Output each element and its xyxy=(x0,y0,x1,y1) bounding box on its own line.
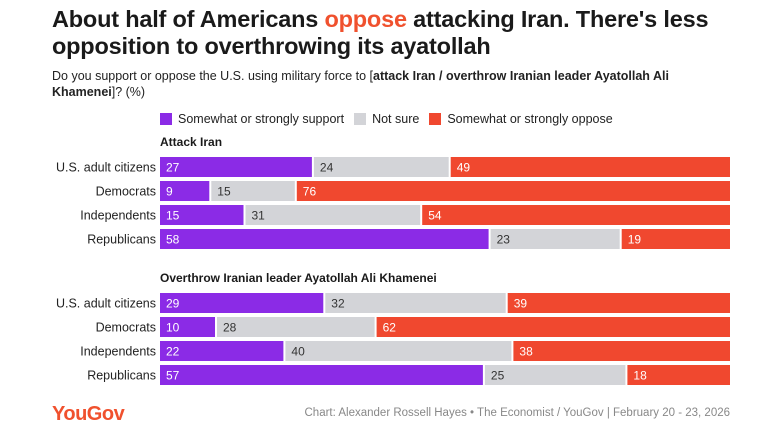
data-label-oppose-u-s-adult-citizens: 39 xyxy=(514,297,528,311)
bar-not-sure-independents xyxy=(245,205,421,225)
data-label-support-u-s-adult-citizens: 27 xyxy=(166,161,180,175)
legend-item-support: Somewhat or strongly support xyxy=(160,112,344,126)
data-label-not-sure-democrats: 28 xyxy=(223,321,237,335)
stacked-bar-chart: Attack Iran U.S. adult citizens 27 24 49 Demo… xyxy=(56,135,730,385)
data-label-support-republicans: 58 xyxy=(166,233,180,247)
bar-support-u-s-adult-citizens xyxy=(160,157,312,177)
bar-not-sure-independents xyxy=(285,341,512,361)
legend-label-not-sure: Not sure xyxy=(372,112,420,126)
data-label-not-sure-republicans: 23 xyxy=(497,233,511,247)
panel-title-2: Overthrow Iranian leader Ayatollah Ali K… xyxy=(160,271,437,285)
data-label-not-sure-independents: 40 xyxy=(291,345,305,359)
data-label-oppose-independents: 38 xyxy=(519,345,533,359)
subtitle-part-2: ]? (%) xyxy=(111,85,146,99)
data-label-support-u-s-adult-citizens: 29 xyxy=(166,297,180,311)
data-label-oppose-u-s-adult-citizens: 49 xyxy=(457,161,471,175)
bar-support-republicans xyxy=(160,365,483,385)
data-label-support-independents: 22 xyxy=(166,345,180,359)
bar-not-sure-democrats xyxy=(217,317,375,337)
bar-not-sure-republicans xyxy=(490,229,620,249)
bar-not-sure-republicans xyxy=(484,365,626,385)
bar-support-democrats xyxy=(160,317,215,337)
panel-title-1: Attack Iran xyxy=(160,135,222,149)
legend-swatch-oppose xyxy=(429,113,442,125)
data-label-not-sure-independents: 31 xyxy=(252,209,266,223)
legend-label-support: Somewhat or strongly support xyxy=(178,112,345,126)
legend-label-oppose: Somewhat or strongly oppose xyxy=(447,112,613,126)
subtitle-part-1: Do you support or oppose the U.S. using … xyxy=(52,69,373,83)
category-label-u-s-adult-citizens: U.S. adult citizens xyxy=(56,161,156,175)
data-label-oppose-independents: 54 xyxy=(428,209,442,223)
bar-oppose-democrats xyxy=(296,181,730,201)
bar-oppose-independents xyxy=(513,341,730,361)
bar-not-sure-u-s-adult-citizens xyxy=(325,293,506,313)
data-label-oppose-democrats: 76 xyxy=(303,185,317,199)
legend-item-oppose: Somewhat or strongly oppose xyxy=(429,112,613,126)
bar-oppose-u-s-adult-citizens xyxy=(507,293,730,313)
chart-legend: Somewhat or strongly support Not sure So… xyxy=(160,111,623,127)
title-part-1: About half of Americans xyxy=(52,6,325,32)
data-label-not-sure-democrats: 15 xyxy=(217,185,231,199)
bar-oppose-independents xyxy=(422,205,730,225)
data-label-support-democrats: 9 xyxy=(166,185,173,199)
bar-support-democrats xyxy=(160,181,210,201)
bar-support-independents xyxy=(160,205,244,225)
bar-support-republicans xyxy=(160,229,489,249)
data-label-not-sure-u-s-adult-citizens: 24 xyxy=(320,161,334,175)
data-label-support-independents: 15 xyxy=(166,209,180,223)
bar-support-u-s-adult-citizens xyxy=(160,293,324,313)
bar-oppose-republicans xyxy=(627,365,730,385)
data-label-support-democrats: 10 xyxy=(166,321,180,335)
bar-support-independents xyxy=(160,341,284,361)
legend-swatch-support xyxy=(160,113,172,125)
bar-not-sure-u-s-adult-citizens xyxy=(313,157,449,177)
yougov-logo: YouGov xyxy=(52,403,125,425)
bar-not-sure-democrats xyxy=(211,181,295,201)
data-label-not-sure-republicans: 25 xyxy=(491,369,505,383)
data-label-support-republicans: 57 xyxy=(166,369,180,383)
category-label-u-s-adult-citizens: U.S. adult citizens xyxy=(56,297,156,311)
chart-title: About half of Americans oppose attacking… xyxy=(52,6,762,60)
bar-oppose-republicans xyxy=(621,229,730,249)
chart-source: Chart: Alexander Rossell Hayes • The Eco… xyxy=(304,407,731,419)
chart-subtitle: Do you support or oppose the U.S. using … xyxy=(52,68,742,100)
data-label-oppose-republicans: 19 xyxy=(628,233,642,247)
title-part-2: attacking Iran. There's less opposition … xyxy=(52,6,709,59)
category-label-democrats: Democrats xyxy=(96,321,156,335)
legend-item-not-sure: Not sure xyxy=(354,112,419,126)
data-label-oppose-republicans: 18 xyxy=(633,369,647,383)
bar-oppose-democrats xyxy=(376,317,730,337)
subtitle-bold: attack Iran / overthrow Iranian leader A… xyxy=(52,69,669,99)
category-label-republicans: Republicans xyxy=(87,233,156,247)
category-label-independents: Independents xyxy=(80,209,156,223)
category-label-democrats: Democrats xyxy=(96,185,156,199)
legend-swatch-not-sure xyxy=(354,113,367,125)
bar-oppose-u-s-adult-citizens xyxy=(450,157,730,177)
category-label-independents: Independents xyxy=(80,345,156,359)
data-label-oppose-democrats: 62 xyxy=(383,321,397,335)
data-label-not-sure-u-s-adult-citizens: 32 xyxy=(331,297,345,311)
title-highlight: oppose xyxy=(324,6,407,32)
category-label-republicans: Republicans xyxy=(87,369,156,383)
